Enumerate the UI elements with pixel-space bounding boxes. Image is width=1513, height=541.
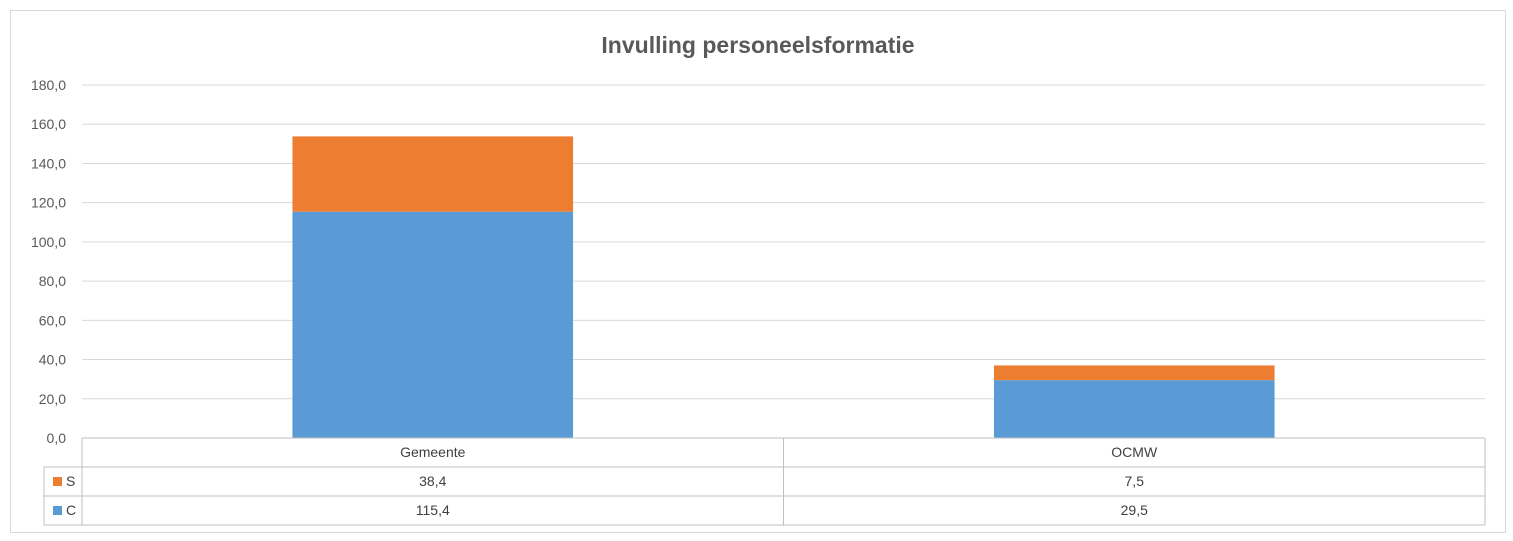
y-tick-label: 20,0 bbox=[39, 391, 66, 407]
chart-frame bbox=[10, 10, 1506, 533]
data-label: 115,4 bbox=[416, 502, 450, 518]
y-tick-label: 180,0 bbox=[31, 77, 66, 93]
data-table: Gemeente OCMW S 38,4 7,5 C 115,4 29,5 bbox=[43, 437, 1486, 526]
data-label: 29,5 bbox=[1121, 502, 1148, 518]
legend-label: C bbox=[66, 502, 76, 518]
y-tick-label: 40,0 bbox=[39, 352, 66, 368]
data-label: 7,5 bbox=[1125, 473, 1145, 489]
chart-title: Invulling personeelsformatie bbox=[601, 32, 914, 58]
y-tick-label: 120,0 bbox=[31, 195, 66, 211]
legend-key-s bbox=[53, 477, 62, 486]
x-category-label: OCMW bbox=[1111, 444, 1158, 460]
y-tick-label: 140,0 bbox=[31, 155, 66, 171]
y-tick-label: 160,0 bbox=[31, 116, 66, 132]
x-category-label: Gemeente bbox=[400, 444, 466, 460]
bar-s-gemeente bbox=[292, 136, 574, 212]
y-tick-label: 80,0 bbox=[39, 273, 66, 289]
y-tick-label: 60,0 bbox=[39, 312, 66, 328]
bar-c-gemeente bbox=[292, 211, 574, 438]
bars bbox=[292, 136, 1275, 438]
legend-key-c bbox=[53, 506, 62, 515]
y-tick-label: 0,0 bbox=[47, 430, 67, 446]
bar-c-ocmw bbox=[993, 380, 1275, 438]
y-tick-label: 100,0 bbox=[31, 234, 66, 250]
data-label: 38,4 bbox=[419, 473, 446, 489]
bar-s-ocmw bbox=[993, 365, 1275, 381]
y-axis-tick-labels: 0,0 20,0 40,0 60,0 80,0 100,0 120,0 140,0 160,0 1… bbox=[31, 77, 66, 446]
legend-label: S bbox=[66, 473, 75, 489]
